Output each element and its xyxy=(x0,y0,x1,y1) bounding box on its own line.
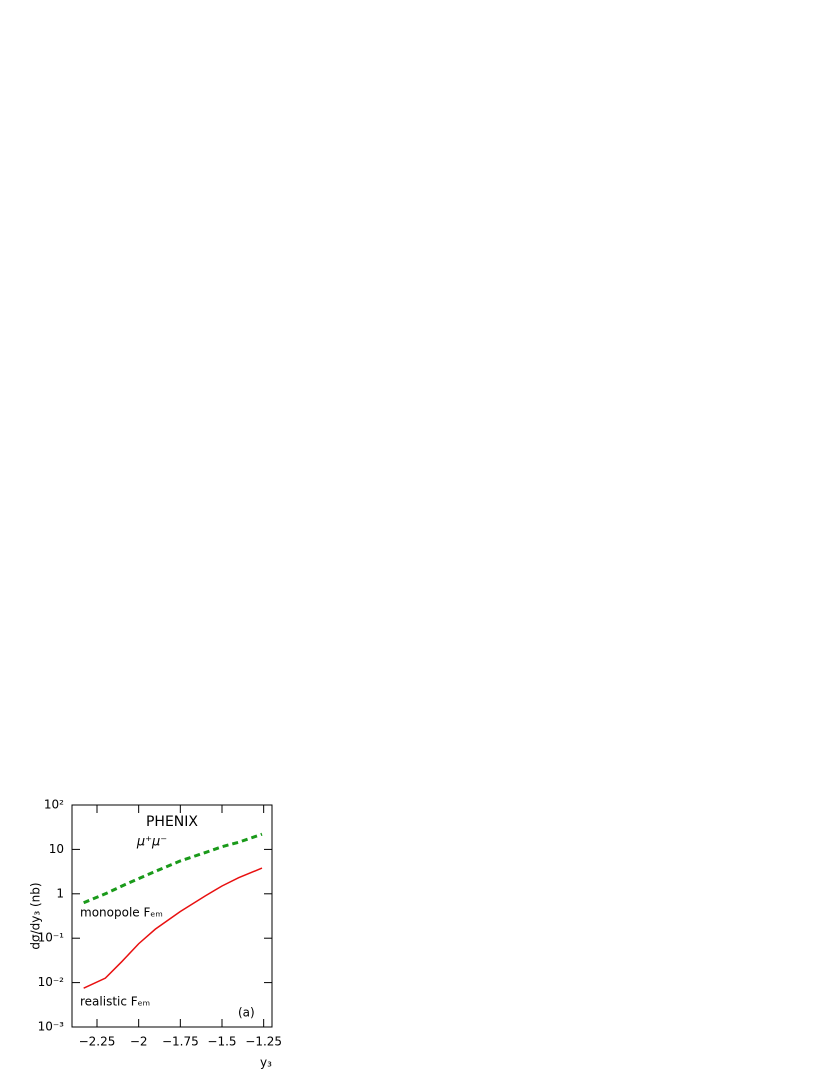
x-axis-label: y₃ xyxy=(260,1056,272,1070)
x-tick-label: −1.5 xyxy=(207,1035,236,1049)
y-tick-label: 1 xyxy=(56,886,64,900)
data-line xyxy=(83,832,263,905)
y-axis-label: dσ/dy₃ (nb) xyxy=(29,882,43,949)
annotation: realistic Fₑₘ xyxy=(80,995,150,1009)
x-tick-label: −1.25 xyxy=(245,1035,282,1049)
x-tick-label: −2 xyxy=(130,1035,148,1049)
plot-frame xyxy=(71,804,273,1028)
data-line xyxy=(83,867,263,989)
y-tick-label: 10 xyxy=(49,842,64,856)
y-tick-label: 10² xyxy=(44,798,64,812)
annotation: monopole Fₑₘ xyxy=(80,906,163,920)
annotation: PHENIX xyxy=(146,814,198,830)
annotation: (a) xyxy=(238,1006,255,1020)
y-tick-label: 10⁻² xyxy=(38,975,65,989)
annotation: μ⁺μ⁻ xyxy=(136,835,167,850)
x-tick-label: −2.25 xyxy=(79,1035,116,1049)
y-tick-label: 10⁻¹ xyxy=(38,931,65,945)
x-tick-label: −1.75 xyxy=(162,1035,199,1049)
y-tick-label: 10⁻³ xyxy=(38,1020,65,1034)
